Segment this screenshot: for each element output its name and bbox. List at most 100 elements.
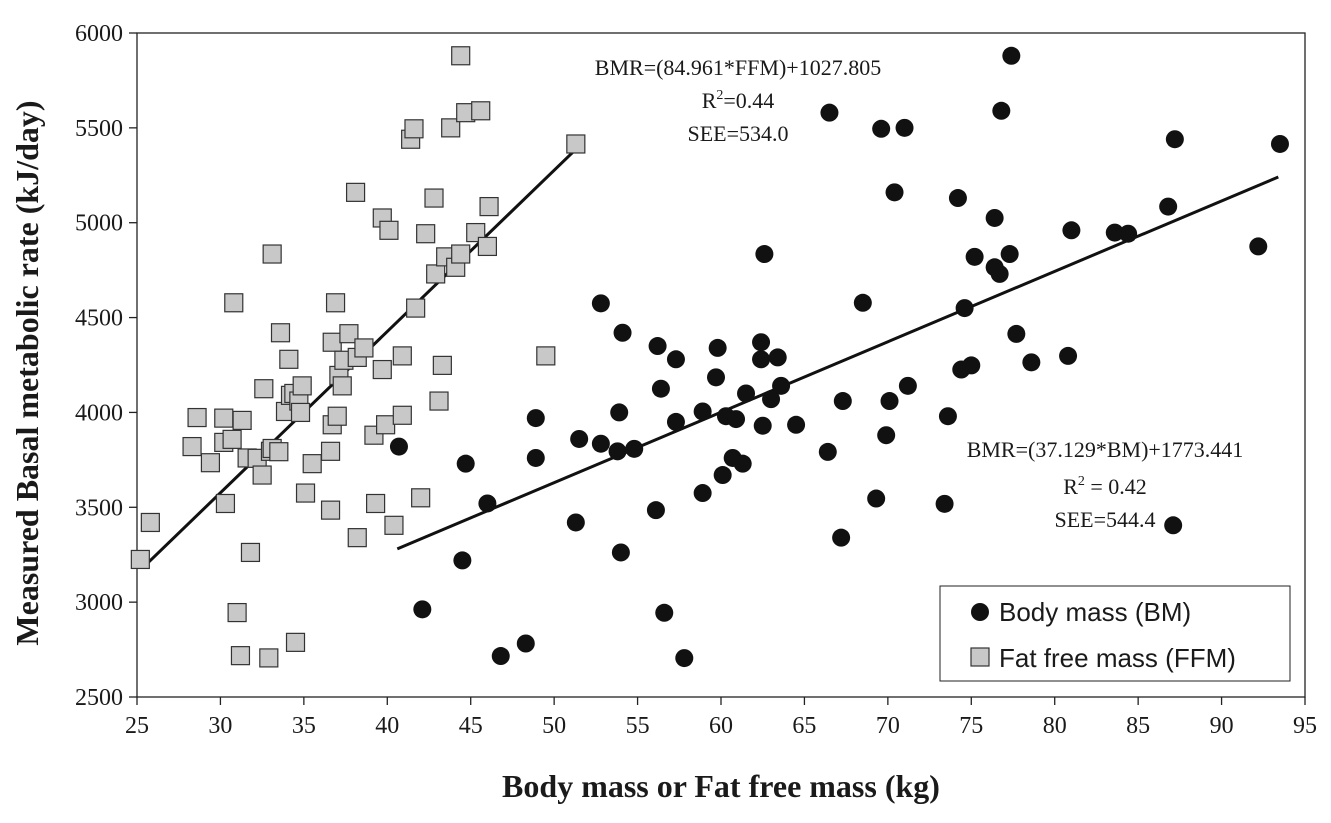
y-axis-title: Measured Basal metabolic rate (kJ/day) <box>9 100 45 645</box>
ffm-point <box>432 355 452 375</box>
x-tick-label: 50 <box>542 713 566 739</box>
ffm-point <box>327 406 347 426</box>
ffm-point <box>339 324 359 344</box>
bm-point <box>456 454 475 473</box>
bm-point <box>610 403 629 422</box>
bm-point <box>877 426 896 445</box>
ffm-point <box>227 602 247 623</box>
ffm-point <box>252 465 272 485</box>
bm-point <box>1002 46 1021 65</box>
ffm-see: SEE=534.0 <box>687 121 788 146</box>
ffm-point <box>215 493 236 514</box>
ffm-point <box>406 298 426 318</box>
ffm-point <box>200 453 221 473</box>
bm-point <box>755 245 774 264</box>
bm-point <box>895 118 914 137</box>
legend-ffm-marker <box>970 647 990 667</box>
ffm-point <box>332 376 352 396</box>
x-tick-label: 60 <box>709 713 733 739</box>
x-tick-label: 90 <box>1210 713 1234 739</box>
bm-point <box>675 649 694 668</box>
x-tick-label: 35 <box>292 713 316 739</box>
ffm-point <box>222 429 242 449</box>
x-tick-label: 40 <box>375 713 399 739</box>
ffm-equation: BMR=(84.961*FFM)+1027.805 <box>595 55 881 80</box>
ffm-point <box>354 338 374 358</box>
ffm-point <box>426 264 446 284</box>
bm-point <box>965 247 984 266</box>
axis-ticks: 25 30 35 40 45 50 55 60 65 70 75 80 85 90 95 2500 3000 35… <box>75 21 1317 739</box>
ffm-point <box>182 436 202 457</box>
ffm-point <box>441 118 461 138</box>
ffm-point <box>536 346 556 366</box>
ffm-point <box>224 293 244 313</box>
bm-point <box>727 410 746 429</box>
bm-point <box>772 376 791 395</box>
ffm-point <box>416 224 436 244</box>
ffm-point <box>345 182 366 202</box>
bm-point <box>708 338 727 357</box>
bm-point <box>1159 197 1178 216</box>
bm-point <box>1059 346 1078 365</box>
y-tick-label: 5000 <box>75 211 123 237</box>
bm-point <box>453 551 472 570</box>
ffm-point <box>259 648 279 668</box>
bm-point <box>693 402 712 421</box>
bm-point <box>591 294 610 313</box>
bm-point <box>872 119 891 138</box>
ffm-point <box>376 415 396 435</box>
x-tick-label: 70 <box>876 713 900 739</box>
x-tick-label: 30 <box>208 713 232 739</box>
bm-point <box>591 434 610 453</box>
bm-point <box>706 368 725 387</box>
bm-point <box>990 264 1009 283</box>
legend-bm-marker <box>971 603 989 621</box>
legend-ffm-label: Fat free mass (FFM) <box>999 643 1236 673</box>
x-tick-label: 80 <box>1043 713 1067 739</box>
bm-series <box>389 46 1289 668</box>
bm-point <box>832 528 851 547</box>
ffm-point <box>471 101 491 121</box>
bm-point <box>1119 224 1138 243</box>
bm-point <box>1007 324 1026 343</box>
bm-point <box>992 101 1011 120</box>
bm-point <box>713 466 732 485</box>
data-points <box>130 46 1289 668</box>
ffm-point <box>451 46 471 66</box>
bm-point <box>516 634 535 653</box>
ffm-point <box>254 379 274 399</box>
x-tick-label: 55 <box>626 713 650 739</box>
bm-point <box>491 647 510 666</box>
bm-r-squared: R2 = 0.42 <box>1063 474 1147 499</box>
ffm-point <box>325 293 346 313</box>
ffm-point <box>262 244 282 264</box>
bm-point <box>752 350 771 369</box>
trendlines <box>144 148 1279 567</box>
bm-point <box>898 376 917 395</box>
ffm-point <box>566 134 586 154</box>
x-tick-label: 45 <box>459 713 483 739</box>
y-tick-label: 3000 <box>75 590 123 616</box>
bm-point <box>938 407 957 426</box>
bm-point <box>566 513 585 532</box>
bm-point <box>853 293 872 312</box>
ffm-point <box>477 236 497 257</box>
ffm-point <box>411 488 431 508</box>
y-tick-label: 4500 <box>75 306 123 332</box>
ffm-point <box>320 441 341 461</box>
ffm-point <box>302 454 322 474</box>
bm-point <box>787 415 806 434</box>
x-tick-label: 25 <box>125 713 149 739</box>
bm-point <box>666 350 685 369</box>
ffm-point <box>384 515 404 535</box>
bm-point <box>1270 134 1289 153</box>
bm-point <box>646 501 665 520</box>
bm-point <box>389 437 408 456</box>
ffm-point <box>322 332 342 352</box>
ffm-point <box>214 408 234 428</box>
bm-point <box>768 348 787 367</box>
bm-point <box>413 600 432 619</box>
bm-point <box>666 412 685 431</box>
ffm-point <box>240 542 261 563</box>
